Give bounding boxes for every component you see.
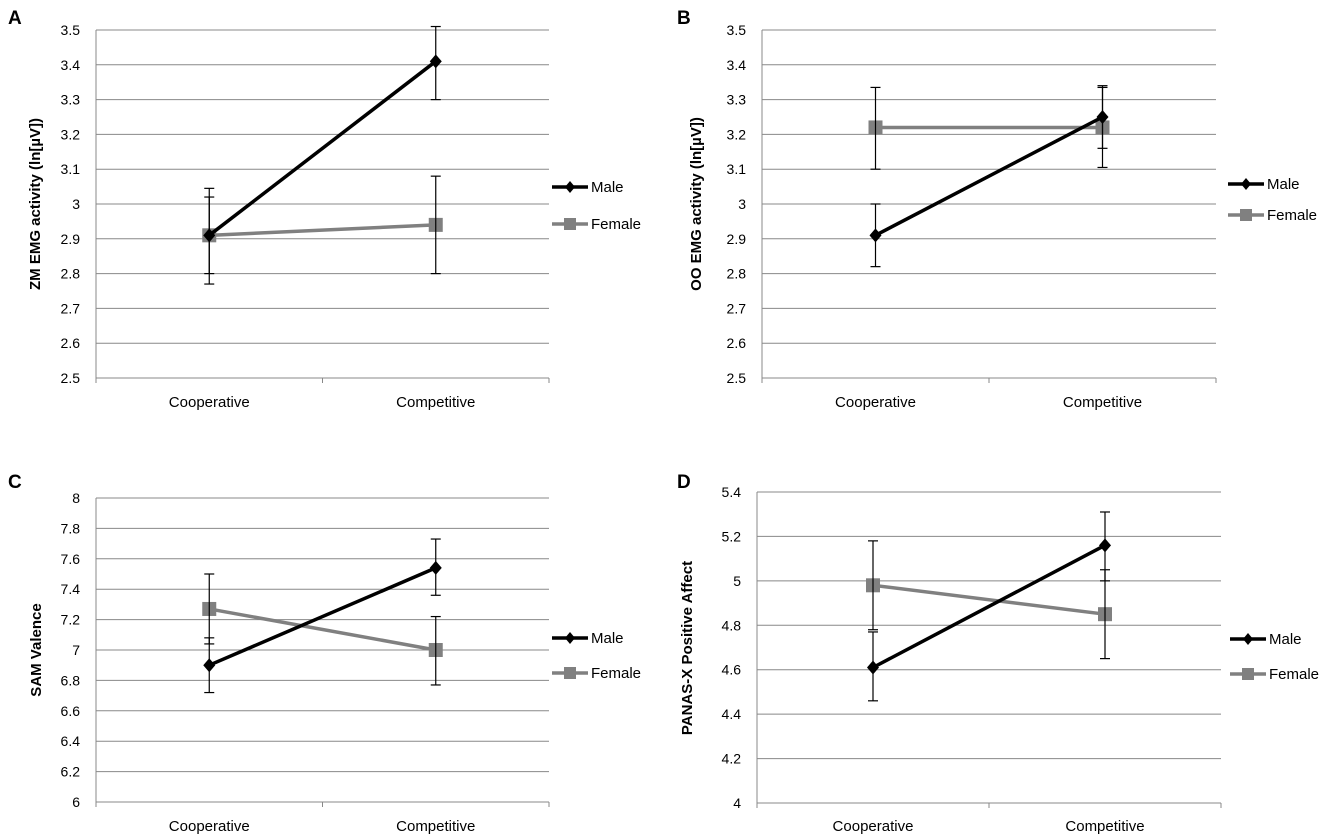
y-tick-label: 6.4 — [61, 733, 81, 749]
legend-marker-male — [565, 181, 575, 193]
y-tick-label: 6.8 — [61, 672, 81, 688]
legend-marker-female — [1242, 668, 1254, 680]
y-tick-label: 3.5 — [727, 22, 747, 38]
y-tick-label: 5 — [733, 573, 741, 589]
y-tick-label: 4.6 — [722, 662, 742, 678]
y-tick-label: 3.3 — [61, 92, 81, 108]
y-tick-label: 2.8 — [727, 266, 747, 282]
y-tick-label: 2.9 — [61, 231, 81, 247]
y-tick-label: 3.2 — [727, 126, 747, 142]
x-tick-label: Cooperative — [833, 818, 914, 835]
x-tick-label: Competitive — [396, 818, 475, 835]
y-tick-label: 8 — [72, 490, 80, 506]
y-tick-label: 4.4 — [722, 706, 742, 722]
series-line-male — [872, 543, 1106, 670]
y-tick-label: 2.7 — [61, 300, 81, 316]
legend-label-female: Female — [1269, 666, 1319, 683]
y-axis-label: PANAS-X Positive Affect — [679, 561, 696, 735]
y-tick-label: 6.2 — [61, 764, 81, 780]
legend-marker-male — [565, 632, 575, 644]
y-axis-label: SAM Valence — [28, 603, 45, 696]
panel-letter: B — [677, 8, 691, 29]
y-tick-label: 3.4 — [61, 57, 81, 73]
y-tick-label: 7 — [72, 642, 80, 658]
y-tick-label: 3.1 — [61, 161, 81, 177]
y-tick-label: 3.5 — [61, 22, 81, 38]
chart-panel-a: A 2.5 2.6 2.7 2.8 2.9 3 3.1 3.2 3.3 3.4 3.5 Cooperat… — [8, 8, 641, 411]
chart-panel-b: B 2.5 2.6 2.7 2.8 2.9 3 3.1 3.2 3.3 3.4 3.5 Cooperat… — [677, 8, 1317, 411]
legend-label-male: Male — [591, 179, 624, 196]
chart-panel-c: C 6 6.2 6.4 6.6 6.8 7 7.2 7.4 7.6 7.8 8 Cooperative C… — [8, 472, 641, 835]
legend-marker-female — [564, 667, 576, 679]
y-axis-label: OO EMG activity (ln[µV]) — [688, 117, 705, 291]
y-tick-label: 7.4 — [61, 581, 81, 597]
y-tick-label: 2.6 — [61, 335, 81, 351]
legend-marker-male — [1241, 178, 1251, 190]
y-tick-label: 7.8 — [61, 520, 81, 536]
series-line-male — [208, 566, 437, 667]
y-tick-label: 3.3 — [727, 92, 747, 108]
panel-letter: C — [8, 472, 22, 493]
legend-label-male: Male — [591, 630, 624, 647]
y-tick-label: 3.4 — [727, 57, 747, 73]
y-tick-label: 2.7 — [727, 300, 747, 316]
y-tick-label: 7.2 — [61, 612, 81, 628]
x-tick-label: Competitive — [1065, 818, 1144, 835]
y-tick-label: 3.1 — [727, 161, 747, 177]
y-tick-label: 5.4 — [722, 484, 742, 500]
x-tick-label: Cooperative — [169, 818, 250, 835]
y-tick-label: 2.8 — [61, 266, 81, 282]
x-tick-label: Competitive — [396, 394, 475, 411]
y-tick-label: 5.2 — [722, 528, 742, 544]
y-tick-label: 4.2 — [722, 751, 742, 767]
y-tick-label: 6.6 — [61, 703, 81, 719]
series-line-female — [209, 223, 436, 238]
y-tick-label: 2.9 — [727, 231, 747, 247]
y-tick-label: 2.6 — [727, 335, 747, 351]
legend-label-male: Male — [1269, 631, 1302, 648]
y-tick-label: 7.6 — [61, 551, 81, 567]
series-line-female — [872, 583, 1106, 616]
legend-label-female: Female — [591, 216, 641, 233]
x-tick-label: Cooperative — [835, 394, 916, 411]
legend-label-male: Male — [1267, 176, 1300, 193]
y-tick-label: 4 — [733, 795, 741, 811]
panel-letter: D — [677, 472, 691, 493]
y-tick-label: 3.2 — [61, 126, 81, 142]
y-tick-label: 3 — [72, 196, 80, 212]
y-tick-label: 2.5 — [61, 370, 81, 386]
y-axis-label: ZM EMG activity (ln[µV]) — [27, 118, 44, 290]
y-tick-label: 4.8 — [722, 617, 742, 633]
y-tick-label: 6 — [72, 794, 80, 810]
legend-marker-female — [1240, 209, 1252, 221]
panel-letter: A — [8, 8, 22, 29]
legend-marker-female — [564, 218, 576, 230]
x-tick-label: Competitive — [1063, 394, 1142, 411]
chart-panel-d: D 4 4.2 4.4 4.6 4.8 5 5.2 5.4 Cooperative Competit… — [677, 472, 1319, 835]
y-tick-label: 3 — [738, 196, 746, 212]
y-tick-label: 2.5 — [727, 370, 747, 386]
legend-label-female: Female — [1267, 207, 1317, 224]
series-line-male — [208, 59, 437, 237]
legend-marker-male — [1243, 633, 1253, 645]
x-tick-label: Cooperative — [169, 394, 250, 411]
legend-label-female: Female — [591, 665, 641, 682]
series-line-male — [874, 115, 1104, 237]
series-line-female — [208, 607, 437, 652]
